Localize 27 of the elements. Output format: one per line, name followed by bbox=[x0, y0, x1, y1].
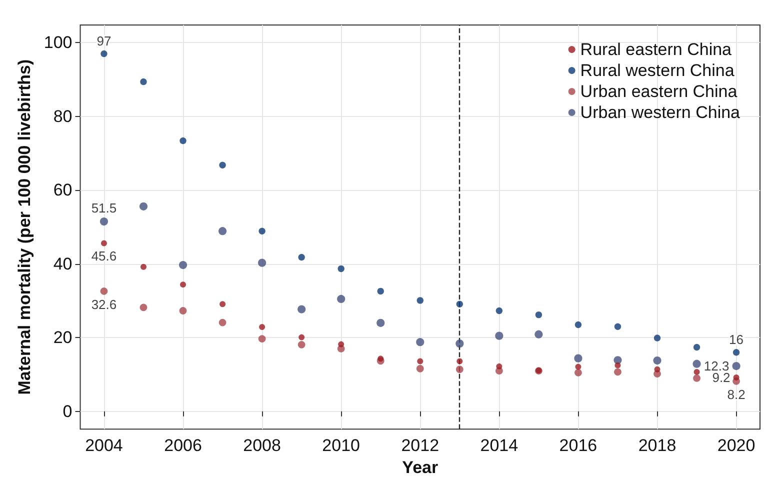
x-tick-label: 2018 bbox=[638, 436, 676, 456]
data-label: 8.2 bbox=[727, 386, 746, 402]
x-axis-title: Year bbox=[402, 458, 438, 477]
y-tick-label: 0 bbox=[62, 402, 72, 421]
x-tick-label: 2010 bbox=[322, 436, 360, 456]
y-axis-title: Maternal mortality (per 100 000 livebirths) bbox=[15, 59, 34, 395]
data-label: 45.6 bbox=[91, 248, 117, 264]
data-label: 51.5 bbox=[91, 200, 117, 216]
data-label: 32.6 bbox=[91, 296, 117, 312]
y-tick-label: 80 bbox=[53, 106, 72, 126]
y-tick-label: 40 bbox=[53, 254, 72, 274]
x-tick-label: 2016 bbox=[559, 436, 598, 456]
x-tick-label: 2020 bbox=[717, 436, 756, 456]
x-tick-label: 2004 bbox=[85, 436, 123, 456]
x-tick-label: 2014 bbox=[480, 436, 518, 456]
legend-label: Rural western China bbox=[580, 61, 735, 80]
data-label: 16 bbox=[729, 332, 744, 348]
x-tick-label: 2008 bbox=[243, 436, 281, 456]
y-tick-label: 100 bbox=[44, 33, 72, 52]
y-tick-label: 60 bbox=[53, 180, 72, 200]
data-label: 97 bbox=[96, 33, 112, 48]
x-tick-label: 2006 bbox=[164, 436, 202, 456]
x-tick-label: 2012 bbox=[401, 436, 440, 456]
legend-label: Urban eastern China bbox=[580, 82, 738, 101]
legend-label: Rural eastern China bbox=[580, 40, 732, 59]
y-tick-label: 20 bbox=[53, 328, 72, 348]
legend-label: Urban western China bbox=[580, 103, 741, 122]
